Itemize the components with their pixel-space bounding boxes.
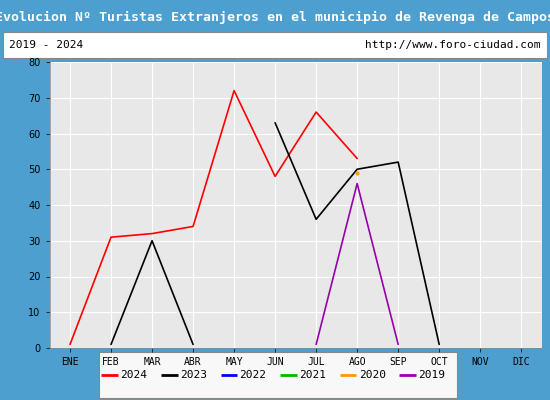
Text: http://www.foro-ciudad.com: http://www.foro-ciudad.com [365, 40, 541, 50]
Text: 2023: 2023 [180, 370, 207, 380]
Text: 2019 - 2024: 2019 - 2024 [9, 40, 84, 50]
Text: 2020: 2020 [359, 370, 386, 380]
Text: 2022: 2022 [240, 370, 267, 380]
Text: Evolucion Nº Turistas Extranjeros en el municipio de Revenga de Campos: Evolucion Nº Turistas Extranjeros en el … [0, 10, 550, 24]
Text: 2019: 2019 [419, 370, 446, 380]
Text: 2021: 2021 [299, 370, 326, 380]
Text: 2024: 2024 [120, 370, 147, 380]
